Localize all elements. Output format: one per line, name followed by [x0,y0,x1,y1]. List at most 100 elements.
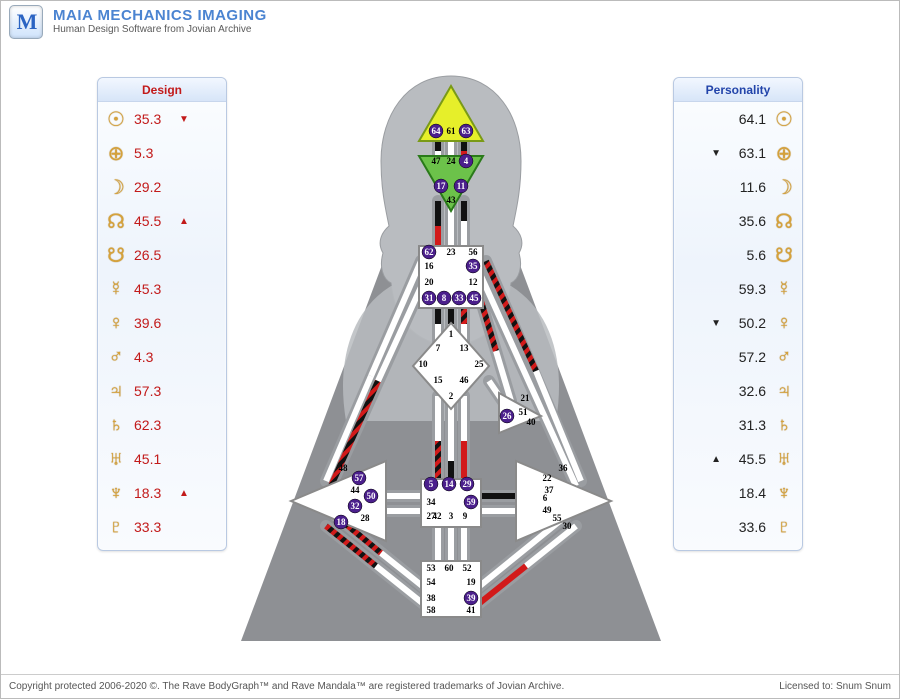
app-title: MAIA MECHANICS IMAGING [53,7,267,24]
gate-label-35: 35 [469,261,479,271]
planet-value: 39.6 [134,315,176,331]
gate-label-45: 45 [470,293,480,303]
gate-label-53: 53 [427,563,437,573]
gate-label-39: 39 [467,593,477,603]
planet-row: 18.4 ♆ [674,476,802,510]
planet-row: ▲45.5♅ [674,442,802,476]
planet-value: 35.6 [724,213,766,229]
planet-row: 35.6☊ [674,204,802,238]
gate-label-48: 48 [339,463,349,473]
gate-label-57: 57 [355,473,365,483]
planet-row: ⊕ 5.3 [98,136,226,170]
arrow-icon: ▼ [179,114,189,125]
planet-row: ♅45.1 [98,442,226,476]
gate-label-2: 2 [449,391,454,401]
footer-license: Licensed to: Snum Snum [779,681,891,692]
planet-row: ♃57.3 [98,374,226,408]
planet-glyph: ☽ [106,175,126,200]
gate-label-26: 26 [503,411,513,421]
design-panel: Design ☉35.3▼⊕5.3☽29.2☊45.5▲☋26.5☿45.3♀3… [97,77,227,551]
planet-glyph: ☋ [774,243,794,268]
planet-row: 31.3 ♄ [674,408,802,442]
planet-glyph: ♀ [106,312,126,335]
planet-glyph: ♂ [106,346,126,369]
planet-row: 32.6♃ [674,374,802,408]
gate-label-19: 19 [467,577,477,587]
gate-label-21: 21 [521,393,531,403]
gate-label-49: 49 [543,505,553,515]
planet-value: 31.3 [724,417,766,433]
gate-label-3: 3 [449,511,454,521]
arrow-icon: ▼ [711,148,721,159]
gate-label-40: 40 [527,417,537,427]
planet-glyph: ♀ [774,312,794,335]
gate-label-20: 20 [425,277,435,287]
planet-value: 64.1 [724,111,766,127]
gate-label-22: 22 [543,473,553,483]
planet-value: 63.1 [724,145,766,161]
planet-glyph: ☉ [106,107,126,132]
planet-glyph: ⊕ [774,141,794,166]
planet-value: 4.3 [134,349,176,365]
gate-label-44: 44 [351,485,361,495]
gate-label-62: 62 [425,247,435,257]
gate-label-64: 64 [432,126,442,136]
personality-panel: Personality 64.1☉▼63.1⊕11.6☽35.6☊5.6☋59.… [673,77,803,551]
gate-label-41: 41 [467,605,477,615]
gate-label-11: 11 [457,181,466,191]
gate-label-15: 15 [434,375,444,385]
planet-value: 18.4 [724,485,766,501]
app-header: M MAIA MECHANICS IMAGING Human Design So… [1,1,899,43]
planet-row: 11.6☽ [674,170,802,204]
planet-glyph: ♄ [106,414,126,437]
personality-title: Personality [674,78,802,102]
arrow-icon: ▼ [711,318,721,329]
planet-value: 45.5 [724,451,766,467]
bodygraph-chart: 1234567891011121314151617181920212223242… [231,61,671,661]
planet-value: 18.3 [134,485,176,501]
gate-label-42: 42 [433,511,443,521]
planet-value: 33.6 [724,519,766,535]
planet-glyph: ♇ [106,516,126,539]
planet-glyph: ♇ [774,516,794,539]
gate-label-37: 37 [545,485,555,495]
gate-label-34: 34 [427,497,437,507]
gate-label-13: 13 [460,343,470,353]
app-window: M MAIA MECHANICS IMAGING Human Design So… [0,0,900,699]
planet-glyph: ☋ [106,243,126,268]
arrow-icon: ▲ [179,216,189,227]
gate-label-29: 29 [463,479,473,489]
planet-row: 64.1☉ [674,102,802,136]
planet-value: 5.3 [134,145,176,161]
gate-label-31: 31 [425,293,435,303]
gate-label-17: 17 [437,181,447,191]
app-logo: M [9,5,43,39]
gate-label-7: 7 [436,343,441,353]
planet-value: 33.3 [134,519,176,535]
planet-value: 32.6 [724,383,766,399]
gate-label-52: 52 [463,563,473,573]
app-subtitle: Human Design Software from Jovian Archiv… [53,24,267,36]
planet-value: 57.3 [134,383,176,399]
planet-row: ▼63.1 ⊕ [674,136,802,170]
gate-label-47: 47 [432,156,442,166]
planet-glyph: ♄ [774,414,794,437]
planet-glyph: ☿ [774,278,794,301]
planet-value: 59.3 [724,281,766,297]
planet-glyph: ☽ [774,175,794,200]
planet-glyph: ⊕ [106,141,126,166]
planet-glyph: ♆ [774,482,794,505]
gate-label-55: 55 [553,513,563,523]
planet-value: 45.1 [134,451,176,467]
gate-label-36: 36 [559,463,569,473]
gate-label-43: 43 [447,195,457,205]
gate-label-58: 58 [427,605,437,615]
gate-label-25: 25 [475,359,485,369]
planet-row: ♇ 33.3 [98,510,226,544]
planet-value: 29.2 [134,179,176,195]
gate-label-50: 50 [367,491,377,501]
planet-row: ♀ 39.6 [98,306,226,340]
planet-glyph: ♅ [774,448,794,471]
gate-label-33: 33 [455,293,465,303]
gate-label-5: 5 [429,479,434,489]
